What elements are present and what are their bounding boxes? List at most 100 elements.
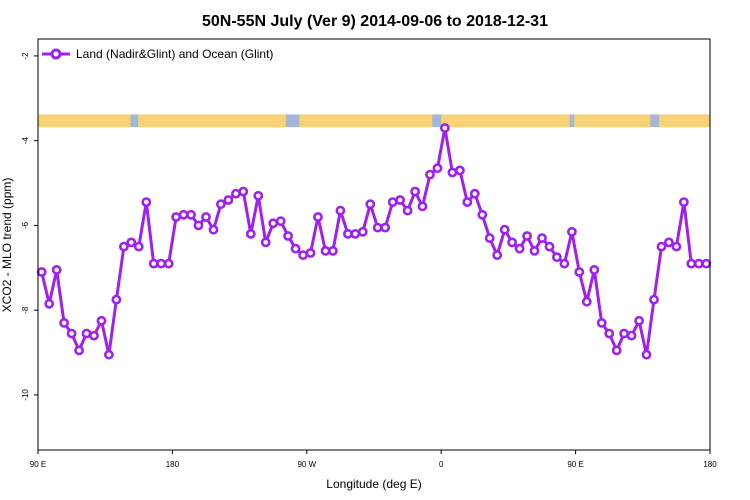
data-point [51,264,62,275]
data-point [522,231,532,241]
x-tick-label: 180 [703,460,717,469]
data-point [275,216,286,227]
y-tick-label: -4 [21,137,30,145]
data-point [462,197,473,207]
x-tick-label: 90 E [30,460,46,469]
data-point [380,222,391,233]
data-point [119,241,129,252]
data-point [611,345,622,356]
data-point [156,258,167,269]
data-point [425,169,435,180]
data-point [395,195,405,205]
data-point [223,195,234,205]
data-point [163,258,174,269]
data-point [171,212,181,222]
plot-area [36,114,712,360]
data-point [178,209,189,220]
data-point [193,220,204,231]
data-point [283,231,293,241]
data-point [507,237,517,248]
data-point [44,298,55,309]
data-point [290,243,301,254]
data-point [432,163,443,174]
data-point [313,212,323,222]
data-point [357,226,368,237]
data-point [59,317,69,328]
data-point [656,241,667,252]
data-point [215,199,226,210]
y-tick-label: -2 [21,52,30,60]
data-point [701,258,712,269]
data-point [477,209,488,220]
x-tick-label: 180 [166,460,180,469]
data-point [649,294,659,305]
chart-title: 50N-55N July (Ver 9) 2014-09-06 to 2018-… [202,13,548,30]
data-point [36,267,47,277]
data-point [596,317,607,328]
data-point [552,252,562,263]
data-point [201,212,211,222]
y-tick-label: -6 [21,221,30,229]
data-point [499,224,510,235]
data-point [693,258,704,269]
land-segment-2 [299,114,433,128]
data-point [469,188,480,199]
data-point [372,222,383,233]
land-segment-0 [38,114,131,128]
y-axis-label: XCO2 - MLO trend (ppm) [0,178,14,313]
data-point [66,328,77,339]
legend-entry-label: Land (Nadir&Glint) and Ocean (Glint) [76,47,273,61]
plot-frame [37,38,711,451]
data-point [245,228,256,239]
x-axis: 90 E 180 90 W 0 90 E 180 [30,450,717,469]
data-point [238,186,249,197]
data-point [604,328,615,339]
data-point [350,228,361,239]
data-point [626,330,637,341]
data-point [126,237,137,248]
data-point [96,315,107,326]
data-point [559,258,570,269]
data-point [410,186,420,197]
data-point [581,296,592,307]
legend-marker [50,48,62,60]
data-point [111,294,122,305]
data-point [619,328,629,339]
legend: Land (Nadir&Glint) and Ocean (Glint) [42,47,273,61]
data-point [327,245,338,256]
data-point [454,165,465,176]
data-point [186,209,196,220]
data-point [253,190,264,201]
data-point [484,233,495,243]
data-point [439,123,450,133]
data-point [208,224,219,235]
data-point [335,205,346,216]
data-point [589,264,600,275]
data-point [514,243,525,254]
land-segment-3 [441,114,570,128]
data-point [402,205,413,216]
data-point [74,345,84,356]
data-point [133,241,144,252]
data-point [567,226,577,237]
data-point [417,201,428,212]
data-point [686,258,697,269]
data-point [268,218,279,229]
data-point [634,315,644,326]
land-segment-5 [659,114,710,128]
data-point [679,197,689,207]
data-point [260,237,271,248]
data-point [447,167,458,178]
data-point [537,233,547,243]
x-tick-label: 90 E [567,460,583,469]
land-segment-4 [574,114,651,128]
data-point [148,258,159,269]
data-point [671,241,682,252]
y-tick-label: -8 [21,306,30,314]
data-point [104,349,114,360]
land-segment-1 [138,114,286,128]
data-point [89,330,99,341]
x-tick-label: 0 [439,460,444,469]
x-tick-label: 90 W [297,460,316,469]
